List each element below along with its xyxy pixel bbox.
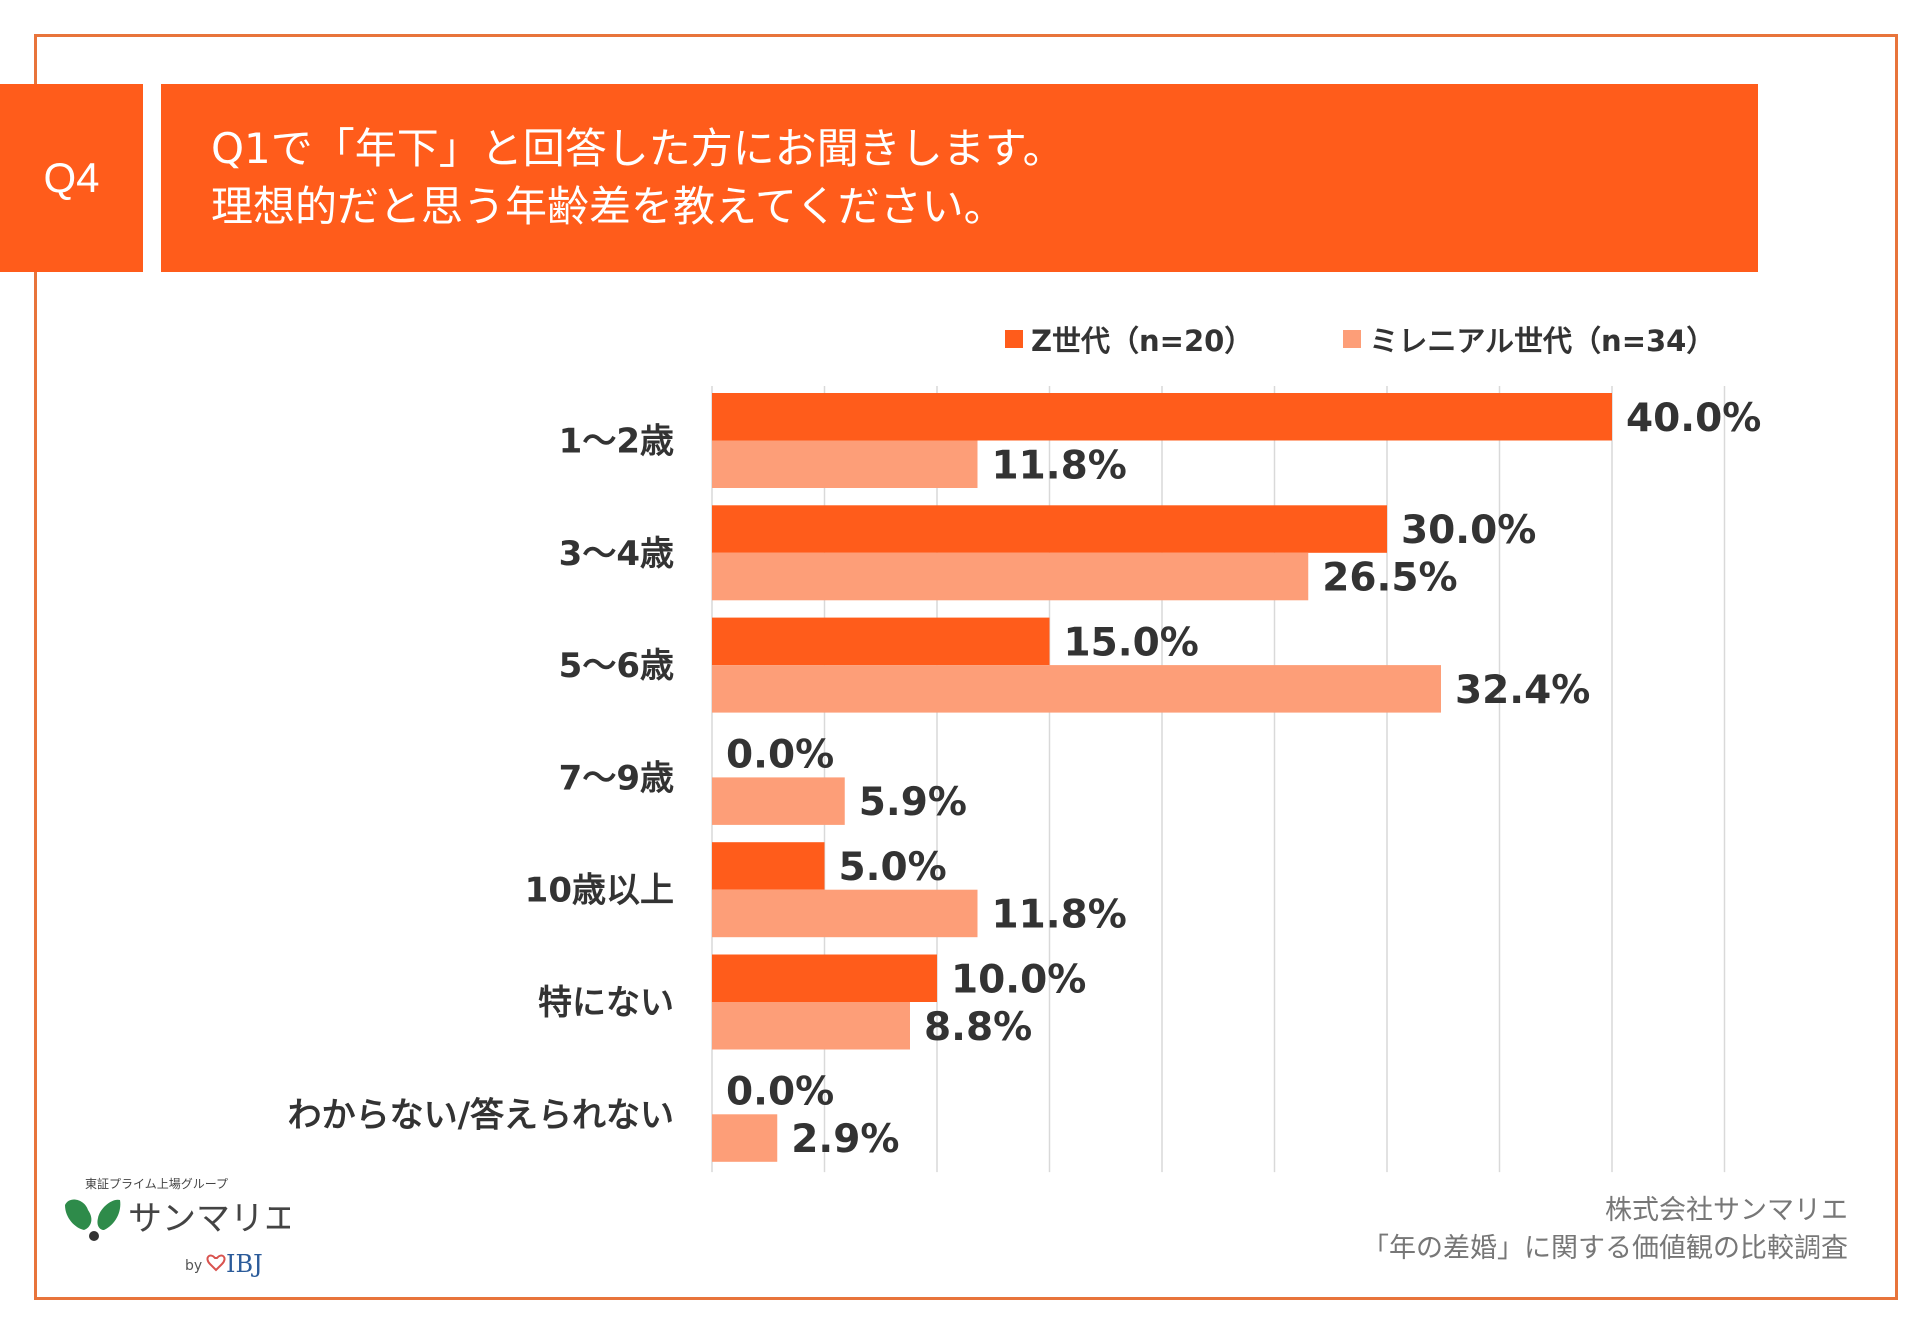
data-label: 5.0% <box>839 845 947 890</box>
bar-z <box>712 954 937 1002</box>
question-number: Q4 <box>0 84 143 272</box>
category-label: 7〜9歳 <box>559 758 674 798</box>
data-label: 30.0% <box>1401 508 1536 553</box>
data-label: 2.9% <box>791 1117 899 1162</box>
data-label: 15.0% <box>1064 620 1199 665</box>
category-label: 1〜2歳 <box>559 422 674 462</box>
data-label: 40.0% <box>1626 396 1761 441</box>
legend-label-millennial: ミレニアル世代（n=34） <box>1369 324 1716 358</box>
logo-name: サンマリエ <box>128 1199 290 1239</box>
category-label: わからない/答えられない <box>288 1095 674 1135</box>
bar-millennial <box>712 665 1441 713</box>
bar-millennial <box>712 552 1309 601</box>
data-label: 10.0% <box>951 957 1086 1002</box>
footer-company: 株式会社サンマリエ <box>1605 1195 1848 1226</box>
title-line-2: 理想的だと思う年齢差を教えてください。 <box>211 182 1006 231</box>
data-label: 11.8% <box>992 443 1127 488</box>
legend-label-z: Z世代（n=20） <box>1031 324 1254 358</box>
logo-brand: IBJ <box>226 1250 263 1278</box>
data-label: 26.5% <box>1322 556 1457 601</box>
footer-survey: 「年の差婚」に関する価値観の比較調査 <box>1362 1233 1848 1264</box>
legend-item-z: Z世代（n=20） <box>1005 318 1253 360</box>
bar-millennial <box>712 889 978 938</box>
legend-swatch-millennial <box>1343 330 1362 348</box>
sanmarie-logo: 東証プライム上場グループ サンマリエ by IBJ <box>65 1177 290 1278</box>
legend-swatch-z <box>1005 330 1023 348</box>
logo-by: by <box>185 1258 202 1274</box>
data-label: 11.8% <box>992 892 1127 937</box>
question-title: Q1で「年下」と回答した方にお聞きします。 理想的だと思う年齢差を教えてください… <box>161 84 1758 272</box>
bar-millennial <box>712 1002 910 1050</box>
data-label: 32.4% <box>1455 668 1590 713</box>
category-label: 5〜6歳 <box>559 646 674 686</box>
category-label: 10歳以上 <box>525 871 674 911</box>
data-label: 5.9% <box>859 780 967 825</box>
bar-z <box>712 505 1387 553</box>
bar-z <box>712 393 1612 441</box>
title-line-1: Q1で「年下」と回答した方にお聞きします。 <box>211 124 1065 173</box>
chart-legend: Z世代（n=20） ミレニアル世代（n=34） <box>1005 318 1715 360</box>
leaf-icon <box>65 1199 92 1230</box>
legend-item-millennial: ミレニアル世代（n=34） <box>1343 318 1715 360</box>
data-label: 0.0% <box>726 733 834 778</box>
bar-z <box>712 842 825 890</box>
category-label: 特にない <box>538 983 674 1023</box>
bar-z <box>712 617 1050 666</box>
logo-tagline: 東証プライム上場グループ <box>85 1177 228 1191</box>
bar-millennial <box>712 1114 778 1162</box>
heart-icon <box>206 1254 226 1272</box>
berry-icon <box>89 1231 99 1241</box>
category-label: 3〜4歳 <box>559 534 674 574</box>
slide-frame <box>34 34 1898 1300</box>
bar-millennial <box>712 777 845 825</box>
leaf-icon <box>97 1199 121 1230</box>
data-label: 0.0% <box>726 1070 834 1115</box>
data-label: 8.8% <box>924 1005 1032 1050</box>
bar-millennial <box>712 440 978 488</box>
footer-credit: 株式会社サンマリエ 「年の差婚」に関する価値観の比較調査 <box>1362 1192 1848 1268</box>
